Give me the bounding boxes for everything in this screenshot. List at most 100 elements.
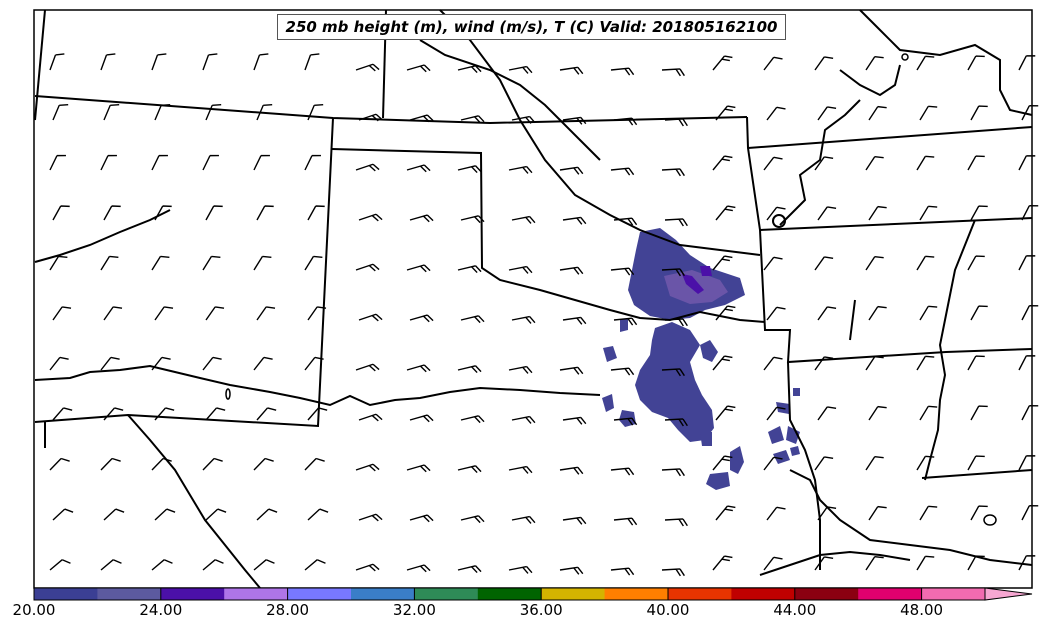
wind-barb	[610, 67, 635, 76]
wind-barb	[457, 365, 482, 374]
wind-barb	[916, 155, 935, 171]
wind-barb	[205, 104, 222, 121]
wind-barb	[814, 256, 834, 271]
wind-barb	[409, 414, 434, 423]
wind-barb	[253, 457, 274, 471]
colorbar-segment	[351, 588, 415, 600]
colorbar-tick-label: 28.00	[266, 601, 310, 619]
wind-barb	[304, 154, 321, 171]
wind-barb	[562, 416, 587, 425]
wind-barb	[508, 165, 533, 174]
wind-barb	[256, 407, 277, 421]
wind-barb	[100, 457, 121, 471]
colorbar-tick-label: 44.00	[773, 601, 817, 619]
wind-barb	[712, 355, 733, 371]
wind-barb	[916, 355, 935, 371]
wind-barb	[817, 206, 837, 221]
wind-barb	[610, 367, 635, 376]
wind-barb	[916, 555, 935, 571]
colorbar-tick-label: 20.00	[12, 601, 56, 619]
wind-barb	[1018, 255, 1036, 271]
wind-barb	[103, 205, 121, 221]
wind-barb	[205, 205, 223, 221]
wind-barb	[409, 114, 434, 123]
wind-barb	[304, 356, 324, 371]
wind-barb	[205, 407, 226, 421]
wind-barb	[559, 166, 584, 175]
wind-barb	[715, 505, 736, 521]
wind-barb	[559, 266, 584, 275]
wind-barb	[358, 313, 383, 322]
wind-barb	[202, 255, 221, 271]
wind-barb	[355, 363, 380, 372]
wind-barb	[103, 306, 123, 321]
wind-barb	[763, 256, 783, 271]
wind-barb	[970, 305, 988, 321]
wind-barb	[865, 255, 884, 271]
wind-barb	[511, 415, 536, 424]
colorbar-segment	[731, 588, 796, 600]
wind-barb	[661, 268, 685, 277]
wind-barb	[205, 306, 225, 321]
wind-barb	[202, 559, 224, 571]
wind-barb	[307, 306, 327, 321]
wind-barb	[916, 455, 935, 471]
wind-barb	[562, 216, 587, 225]
wind-barb	[559, 466, 584, 475]
colorbar-segment	[97, 588, 162, 600]
wind-barb	[52, 205, 70, 221]
wind-barb	[865, 155, 884, 171]
wind-barb	[919, 405, 938, 421]
lake-marker	[983, 514, 997, 526]
wind-barb	[154, 205, 172, 221]
wind-barb	[307, 205, 325, 221]
temperature-core-region	[682, 266, 712, 294]
wind-barb	[103, 508, 125, 521]
wind-barb	[304, 255, 323, 271]
wind-barb	[868, 105, 887, 121]
colorbar-segment	[477, 588, 542, 600]
wind-barb	[865, 55, 884, 71]
wind-barb	[967, 255, 985, 271]
wind-barb	[562, 116, 587, 125]
wind-barb	[460, 115, 485, 124]
wind-barb	[151, 356, 171, 371]
wind-barb	[712, 55, 733, 71]
wind-barb	[457, 165, 482, 174]
colorbar-segment	[224, 588, 289, 600]
wind-barb	[868, 305, 887, 321]
wind-barb	[511, 515, 536, 524]
wind-barb	[817, 306, 837, 321]
wind-barb	[205, 508, 227, 521]
wind-barb	[610, 567, 635, 576]
wind-barb	[562, 516, 587, 525]
wind-barb	[100, 255, 119, 271]
wind-barb	[1021, 305, 1039, 321]
colorbar-extend-arrow	[984, 587, 1033, 601]
wind-barb	[355, 463, 380, 472]
wind-barb	[1021, 405, 1039, 421]
wind-barb	[559, 566, 584, 575]
wind-barb	[970, 405, 988, 421]
wind-barb	[409, 314, 434, 323]
colorbar-tick-label: 24.00	[139, 601, 183, 619]
wind-barb	[358, 513, 383, 522]
wind-barb	[103, 104, 120, 121]
wind-barb	[763, 556, 783, 571]
wind-barb	[814, 156, 834, 171]
wind-barb	[766, 506, 786, 521]
wind-barb	[664, 218, 688, 227]
wind-barb	[256, 104, 273, 121]
wind-barb	[1018, 55, 1036, 71]
wind-barb	[154, 104, 171, 121]
wind-barb	[100, 53, 116, 71]
wind-barb	[358, 113, 383, 122]
wind-barb	[511, 215, 536, 224]
wind-barb	[52, 306, 72, 321]
wind-barb	[1021, 205, 1039, 221]
wind-barb	[49, 154, 66, 171]
wind-barb	[457, 565, 482, 574]
wind-barb	[49, 53, 65, 71]
wind-barb	[664, 118, 688, 127]
wind-barb	[460, 515, 485, 524]
